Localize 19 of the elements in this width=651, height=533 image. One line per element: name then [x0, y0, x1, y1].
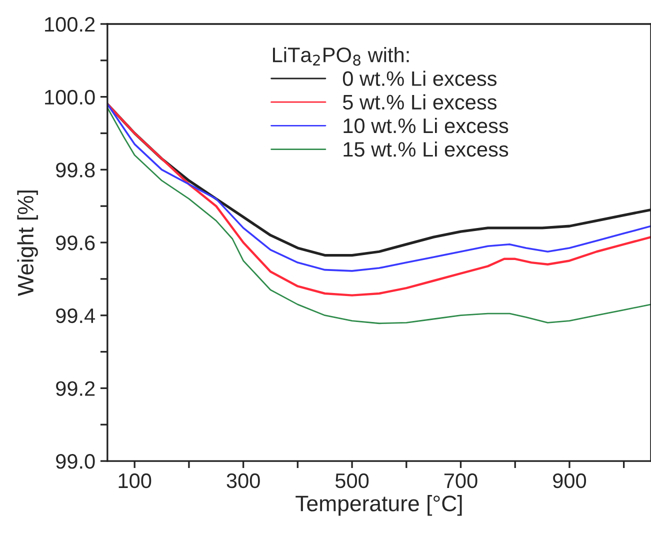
y-tick-label: 99.6 — [56, 236, 95, 250]
y-axis-title: Weight [%] — [17, 190, 38, 296]
x-tick-label: 300 — [226, 473, 260, 488]
y-tick-label: 100.2 — [45, 16, 95, 32]
y-tick-label: 99.2 — [56, 381, 95, 396]
legend-label: 0 wt.% Li excess — [342, 70, 497, 86]
x-tick-label: 900 — [553, 473, 586, 488]
x-tick-label: 100 — [118, 473, 152, 488]
y-tick-label: 100.0 — [45, 90, 95, 105]
y-tick-label: 99.0 — [56, 454, 95, 469]
x-axis-title: Temperature [°C] — [296, 495, 462, 516]
legend-label: 15 wt.% Li excess — [344, 141, 508, 157]
legend-label: 5 wt.% Li excess — [342, 94, 497, 110]
x-tick-label: 700 — [444, 473, 478, 488]
y-tick-label: 99.8 — [56, 162, 95, 178]
x-tick-label: 500 — [335, 473, 369, 488]
y-tick-label: 99.4 — [56, 308, 96, 324]
legend-label: 10 wt.% Li excess — [344, 118, 508, 134]
legend-title: LiTa$_{2}$PO$_{8}$ with: — [273, 46, 409, 66]
